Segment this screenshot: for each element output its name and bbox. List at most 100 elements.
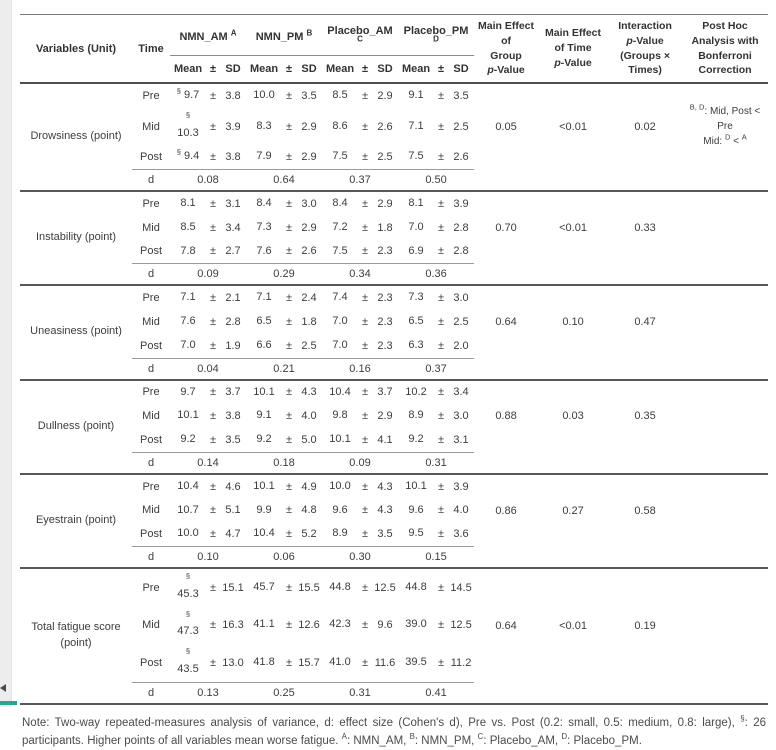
sd-cell: 14.5 [448, 568, 474, 607]
d-value: 0.04 [170, 358, 246, 380]
mean-cell: §47.3 [170, 607, 206, 645]
d-value: 0.25 [246, 682, 322, 704]
mean-cell: 8.9 [398, 404, 434, 428]
p-group-value: 0.88 [474, 380, 538, 453]
sd-cell: 3.5 [448, 83, 474, 108]
mean-cell: 9.7 [170, 380, 206, 405]
variable-cell: Eyestrain (point) [20, 474, 132, 568]
plusminus-cell: ± [434, 240, 448, 264]
mean-cell: 8.1 [170, 191, 206, 216]
sd-cell: 3.8 [220, 404, 246, 428]
mean-cell: § 9.7 [170, 83, 206, 108]
time-cell: Post [132, 522, 170, 546]
sd-cell: 2.1 [220, 285, 246, 310]
mean-cell: 42.3 [322, 607, 358, 645]
mean-cell: 7.9 [246, 145, 282, 169]
d-value: 0.37 [322, 170, 398, 192]
plusminus-cell: ± [434, 216, 448, 240]
p-interaction-value: 0.58 [608, 474, 682, 547]
d-label: d [132, 264, 170, 286]
header-group-placebo-pm: Placebo_PM D [398, 15, 474, 56]
plusminus-cell: ± [358, 145, 372, 169]
mean-cell: 10.0 [246, 83, 282, 108]
sd-cell: 2.9 [296, 108, 322, 146]
time-cell: Mid [132, 216, 170, 240]
mean-cell: 10.7 [170, 499, 206, 523]
plusminus-cell: ± [206, 145, 220, 169]
header-variables: Variables (Unit) [20, 15, 132, 84]
sd-cell: 4.3 [372, 499, 398, 523]
p-interaction-value: 0.19 [608, 568, 682, 682]
sd-cell: 2.9 [296, 216, 322, 240]
p-group-value: 0.64 [474, 568, 538, 682]
table-note: Note: Two-way repeated-measures analysis… [22, 714, 766, 750]
mean-cell: 9.1 [246, 404, 282, 428]
p-interaction-value: 0.02 [608, 83, 682, 170]
post-hoc-cell [682, 285, 768, 358]
sd-cell: 2.3 [372, 285, 398, 310]
mean-cell: 9.8 [322, 404, 358, 428]
section-total-fatigue-score-point: Total fatigue score (point)Pre§45.3±15.1… [20, 568, 768, 704]
mean-cell: 10.4 [170, 474, 206, 499]
time-cell: Post [132, 334, 170, 358]
p-time-value: 0.10 [538, 285, 608, 358]
plusminus-cell: ± [358, 428, 372, 452]
plusminus-cell: ± [206, 522, 220, 546]
mean-cell: 41.8 [246, 644, 282, 682]
mean-cell: 7.1 [170, 285, 206, 310]
post-hoc-cell [682, 380, 768, 453]
plusminus-cell: ± [358, 607, 372, 645]
header-nmn-pm-pm: ± [282, 56, 296, 84]
sd-cell: 5.1 [220, 499, 246, 523]
mean-cell: 9.2 [398, 428, 434, 452]
d-value: 0.21 [246, 358, 322, 380]
sd-cell: 5.0 [296, 428, 322, 452]
plusminus-cell: ± [282, 499, 296, 523]
mean-cell: 7.5 [322, 240, 358, 264]
mean-cell: 10.0 [170, 522, 206, 546]
mean-cell: 6.3 [398, 334, 434, 358]
p-group-value: 0.86 [474, 474, 538, 547]
header-placebo-pm-pm: ± [434, 56, 448, 84]
header-nmn-am-sd: SD [220, 56, 246, 84]
sd-cell: 15.5 [296, 568, 322, 607]
page-left-margin [0, 0, 12, 707]
left-edge-arrow-icon [0, 684, 6, 692]
sd-cell: 2.3 [372, 310, 398, 334]
sd-cell: 3.6 [448, 522, 474, 546]
plusminus-cell: ± [434, 522, 448, 546]
plusminus-cell: ± [358, 644, 372, 682]
mean-cell: 7.0 [170, 334, 206, 358]
sd-cell: 2.6 [372, 108, 398, 146]
sd-cell: 4.1 [372, 428, 398, 452]
variable-cell: Dullness (point) [20, 380, 132, 474]
d-value: 0.30 [322, 547, 398, 569]
mean-cell: 9.6 [322, 499, 358, 523]
sd-cell: 3.5 [220, 428, 246, 452]
plusminus-cell: ± [358, 108, 372, 146]
variable-cell: Drowsiness (point) [20, 83, 132, 191]
d-value: 0.31 [398, 452, 474, 474]
plusminus-cell: ± [358, 310, 372, 334]
sd-cell: 1.8 [296, 310, 322, 334]
plusminus-cell: ± [434, 108, 448, 146]
time-cell: Mid [132, 499, 170, 523]
sd-cell: 4.3 [296, 380, 322, 405]
sd-cell: 2.6 [448, 145, 474, 169]
mean-cell: § 9.4 [170, 145, 206, 169]
plusminus-cell: ± [282, 522, 296, 546]
plusminus-cell: ± [282, 404, 296, 428]
d-value: 0.15 [398, 547, 474, 569]
d-label: d [132, 682, 170, 704]
plusminus-cell: ± [206, 607, 220, 645]
plusminus-cell: ± [282, 83, 296, 108]
p-time-value: <0.01 [538, 191, 608, 264]
